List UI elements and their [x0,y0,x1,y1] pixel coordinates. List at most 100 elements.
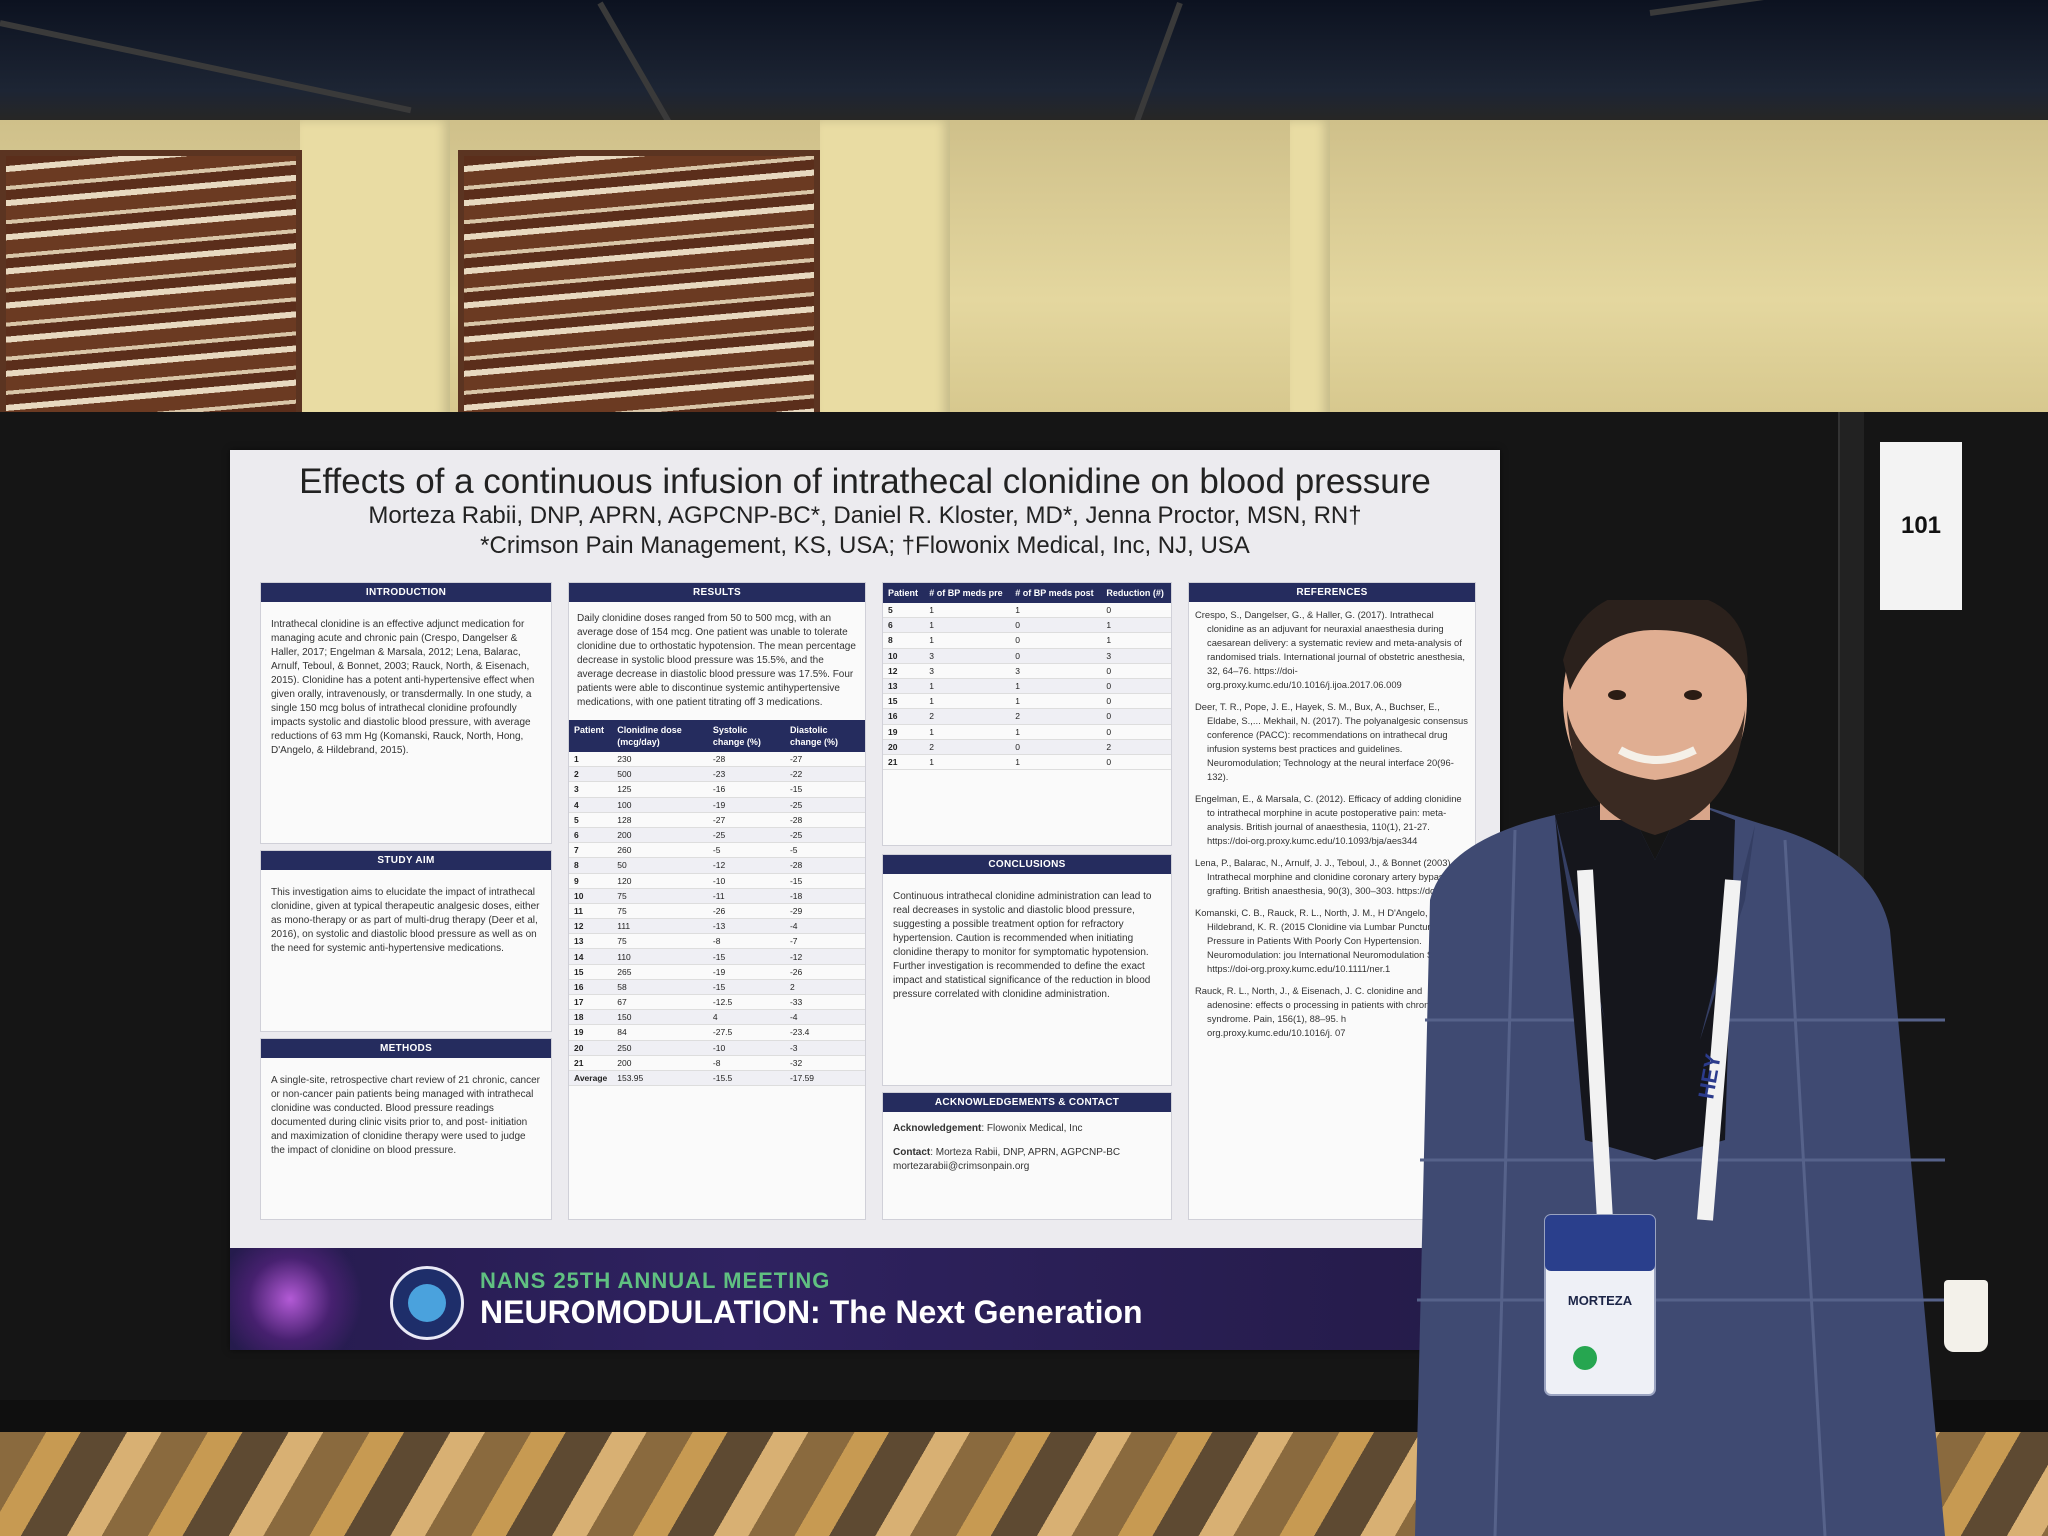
table-cell: -29 [784,903,865,920]
table-cell: 58 [612,979,708,996]
reference-item: Engelman, E., & Marsala, C. (2012). Effi… [1195,793,1462,846]
table-cell: 20 [569,1040,613,1056]
table-cell: 5 [883,603,925,619]
table-cell: 1 [924,754,1011,771]
table-cell: 1 [569,752,613,768]
table-cell: -27 [784,752,865,768]
table-cell: 250 [612,1040,708,1056]
table-row: 13 75 -8 -7 [569,933,865,950]
table-cell: 1 [1010,754,1102,771]
table-cell: -15 [784,781,865,798]
table-cell: 111 [612,918,708,935]
table-cell: 84 [612,1024,708,1041]
table-cell: 8 [569,857,613,874]
hair [1563,600,1748,690]
table-cell: 4 [707,1009,785,1026]
globe-icon [408,1284,446,1322]
table-cell: 3 [1101,648,1171,664]
table-cell: 0 [1101,708,1171,725]
table-header-cell: Diastolic change (%) [784,720,865,752]
table-row: 12 3 3 0 [883,663,1171,679]
wall-pillar [1290,120,1330,420]
table-cell: -11 [707,888,785,904]
table-cell: 18 [569,1009,613,1026]
table-cell: -12.5 [707,994,785,1011]
table-cell: 1 [1010,603,1102,619]
table-cell: -12 [784,948,865,965]
meeting-banner: NANS 25TH ANNUAL MEETING NEUROMODULATION… [230,1248,1500,1350]
table-cell: 75 [612,933,708,950]
research-poster: Effects of a continuous infusion of intr… [230,450,1500,1350]
table-cell: -19 [707,797,785,813]
table-cell: 75 [612,903,708,920]
table-row: 5 128 -27 -28 [569,812,865,828]
table-row: 16 2 2 0 [883,708,1171,725]
table-cell: -7 [784,933,865,950]
study-aim-text: This investigation aims to elucidate the… [271,887,540,954]
table-cell: 6 [569,827,613,844]
table-cell: 0 [1010,739,1102,755]
table-cell: 6 [883,617,925,634]
table-header-cell: Clonidine dose (mcg/day) [612,720,708,752]
results-text: Daily clonidine doses ranged from 50 to … [577,613,856,708]
table-cell: 9 [569,873,613,889]
meeting-name: NANS 25TH ANNUAL MEETING [480,1268,831,1293]
table-row: 20 2 0 2 [883,739,1171,755]
table-cell: 10 [569,888,613,904]
poster-title: Effects of a continuous infusion of intr… [299,462,1431,501]
table-cell: 2 [569,766,613,783]
wall-pillar [820,120,950,420]
table-cell: 10 [883,648,925,664]
table-cell: -28 [707,752,785,768]
introduction-section: INTRODUCTION Intrathecal clonidine is an… [260,582,552,844]
table-cell: 200 [612,827,708,844]
table-cell: -17.59 [784,1070,865,1087]
table-cell: 7 [569,842,613,859]
table-cell: 3 [1010,663,1102,679]
table-row: 13 1 1 0 [883,678,1171,695]
table-header-cell: Patient [569,720,613,752]
table-cell: 110 [612,948,708,965]
table-cell: -25 [784,827,865,844]
poster-affiliations: *Crimson Pain Management, KS, USA; †Flow… [480,532,1250,559]
table-cell: 8 [883,632,925,649]
table-row: Average 153.95 -15.5 -17.59 [569,1070,865,1087]
section-heading: REFERENCES [1189,583,1475,602]
wall-pillar [300,120,450,420]
table-cell: 13 [883,678,925,695]
table-row: 11 75 -26 -29 [569,903,865,920]
bp-meds-section: Patient # of BP meds pre # of BP meds post… [882,582,1172,846]
table-cell: 1 [1101,617,1171,634]
table-row: 1 230 -28 -27 [569,752,865,768]
table-cell: 2 [784,979,865,996]
lanyard [1577,869,1741,1221]
section-heading: CONCLUSIONS [883,855,1171,874]
table-row: 18 150 4 -4 [569,1009,865,1026]
table-cell: -23 [707,766,785,783]
table-row: 10 3 0 3 [883,648,1171,664]
table-cell: Average [569,1070,613,1087]
table-cell: 0 [1101,603,1171,619]
table-cell: 19 [569,1024,613,1041]
table-cell: 1 [924,678,1011,695]
table-cell: -25 [784,797,865,813]
results-section: RESULTS Daily clonidine doses ranged fro… [568,582,866,1220]
table-row: 19 84 -27.5 -23.4 [569,1024,865,1041]
table-cell: 2 [1101,739,1171,755]
table-cell: -26 [707,903,785,920]
section-heading: INTRODUCTION [261,583,551,602]
table-cell: -27 [707,812,785,828]
table-cell: 0 [1010,617,1102,634]
table-cell: 3 [924,648,1011,664]
table-row: 12 111 -13 -4 [569,918,865,935]
table-cell: 21 [569,1055,613,1071]
badge-header [1545,1215,1655,1271]
study-aim-section: STUDY AIM This investigation aims to elu… [260,850,552,1032]
table-cell: -16 [707,781,785,798]
contact-email: mortezarabii@crimsonpain.org [893,1161,1030,1172]
table-cell: 20 [883,739,925,755]
society-seal-logo [390,1266,464,1340]
table-cell: -22 [784,766,865,783]
table-cell: -15 [707,948,785,965]
table-cell: -32 [784,1055,865,1071]
